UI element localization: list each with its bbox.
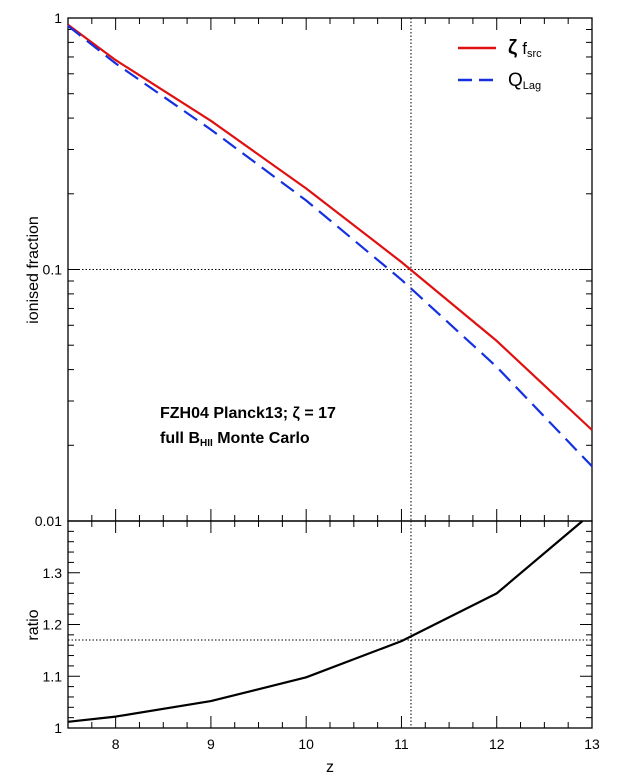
bottom-axis-ticks — [67, 520, 593, 729]
x-tick-label: 8 — [112, 736, 120, 752]
y-tick-label: 1.1 — [43, 668, 63, 684]
bottom-panel-frame — [67, 520, 593, 729]
y-tick-label: 1 — [54, 10, 62, 26]
x-tick-label: 9 — [207, 736, 215, 752]
x-axis-label: z — [326, 759, 334, 776]
annotation-line-2: full BHII Monte Carlo — [160, 430, 310, 449]
y-tick-label: 1 — [54, 720, 62, 736]
y-tick-label: 0.1 — [43, 262, 63, 278]
series-zeta-fsrc-line — [67, 23, 593, 431]
top-y-axis-label: ionised fraction — [25, 216, 42, 324]
legend-label-zeta-fsrc: ζ fsrc — [508, 37, 542, 60]
annotation-line-1: FZH04 Planck13; ζ = 17 — [160, 405, 336, 422]
x-tick-label: 10 — [298, 736, 314, 752]
y-tick-label: 0.01 — [35, 513, 62, 529]
series-ratio-line — [67, 520, 584, 723]
bottom-y-axis-label: ratio — [25, 609, 42, 640]
y-tick-label: 1.2 — [43, 617, 63, 633]
y-tick-label: 1.3 — [43, 565, 63, 581]
top-axis-ticks — [67, 17, 593, 522]
reference-lines — [68, 18, 592, 728]
legend-label-qlag: QLag — [508, 70, 541, 92]
legend: ζ fsrc QLag — [458, 37, 542, 92]
annotation: FZH04 Planck13; ζ = 17 full BHII Monte C… — [160, 405, 336, 449]
x-tick-label: 13 — [584, 736, 600, 752]
x-tick-label: 12 — [489, 736, 505, 752]
x-tick-label: 11 — [394, 736, 409, 752]
series-qlag-line — [67, 25, 593, 468]
series-layer — [67, 23, 593, 723]
